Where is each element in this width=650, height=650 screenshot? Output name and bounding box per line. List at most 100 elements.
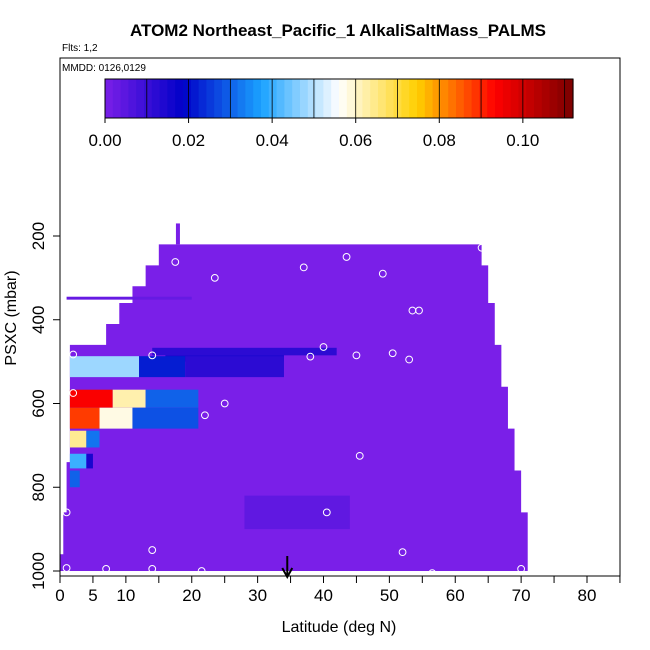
- colorbar-swatch: [549, 79, 558, 118]
- heatmap-cell: [69, 470, 80, 488]
- x-tick-label: 0: [55, 586, 64, 605]
- sample-point: [378, 269, 387, 278]
- colorbar-swatch: [253, 79, 262, 118]
- chart-title: ATOM2 Northeast_Pacific_1 AlkaliSaltMass…: [130, 21, 546, 40]
- sample-point: [210, 273, 219, 282]
- heatmap-cell: [112, 389, 146, 408]
- colorbar: 0.00 0.02 0.04 0.06 0.08 0.10: [88, 78, 574, 150]
- colorbar-swatch: [183, 79, 192, 118]
- colorbar-swatch: [284, 79, 293, 118]
- y-tick-label: 200: [29, 222, 48, 250]
- x-tick-label: 40: [314, 586, 333, 605]
- sample-point: [148, 565, 157, 573]
- y-axis: 200 400 600 800 1000: [29, 222, 60, 590]
- colorbar-swatch: [565, 79, 574, 118]
- heatmap-cell: [69, 356, 140, 378]
- x-tick-label: 50: [380, 586, 399, 605]
- colorbar-swatch: [354, 79, 363, 118]
- sample-point: [201, 411, 209, 420]
- colorbar-swatch: [526, 79, 535, 118]
- colorbar-tick-label: 0.10: [506, 131, 539, 150]
- sample-point: [342, 253, 351, 261]
- colorbar-swatch: [362, 79, 371, 118]
- colorbar-swatch: [214, 79, 223, 118]
- x-tick-label: 20: [182, 586, 201, 605]
- sample-points: [62, 243, 526, 580]
- heatmap-cell: [66, 296, 192, 300]
- colorbar-swatch: [339, 79, 348, 118]
- heatmap-cell: [69, 453, 87, 469]
- colorbar-swatch: [471, 79, 480, 118]
- sample-point: [359, 571, 367, 580]
- sample-point: [319, 343, 328, 351]
- colorbar-swatch: [541, 79, 551, 118]
- colorbar-tick-label: 0.04: [256, 131, 289, 150]
- colorbar-swatch: [315, 79, 324, 118]
- colorbar-swatch: [346, 79, 356, 118]
- colorbar-swatch: [323, 79, 332, 118]
- sample-point: [148, 546, 157, 554]
- arrow-head: [281, 567, 294, 580]
- colorbar-swatch: [424, 79, 434, 118]
- sample-point: [102, 565, 111, 573]
- colorbar-swatch: [245, 79, 254, 118]
- sample-point: [355, 451, 364, 460]
- latitude-arrow: [281, 556, 294, 580]
- colorbar-swatch: [456, 79, 465, 118]
- colorbar-swatch: [229, 79, 239, 118]
- colorbar-swatch: [307, 79, 317, 118]
- colorbar-swatch: [276, 79, 285, 118]
- sample-point: [352, 351, 361, 360]
- colorbar-swatch: [557, 79, 566, 118]
- colorbar-swatch: [534, 79, 543, 118]
- colorbar-tick-label: 0.08: [423, 131, 456, 150]
- colorbar-swatch: [190, 79, 200, 118]
- x-axis-label: Latitude (deg N): [282, 619, 397, 636]
- heatmap-cell: [185, 356, 284, 378]
- colorbar-swatch: [120, 79, 129, 118]
- heatmap-cell: [86, 453, 93, 469]
- heatmap-curtain: [60, 223, 528, 571]
- colorbar-swatch: [222, 79, 231, 118]
- heatmap-cell: [99, 407, 133, 429]
- sample-point: [62, 564, 71, 572]
- colorbar-swatch: [432, 79, 441, 118]
- x-axis: 0 5 10 20 30 40 50 60 70 80: [55, 576, 621, 605]
- y-axis-label: PSXC (mbar): [3, 270, 20, 365]
- heatmap-cell: [86, 430, 100, 448]
- colorbar-swatch: [331, 79, 340, 118]
- sample-point: [306, 352, 315, 361]
- curtain-background: [60, 244, 528, 571]
- colorbar-swatch: [378, 79, 387, 118]
- colorbar-swatch: [463, 79, 473, 118]
- colorbar-swatch: [167, 79, 176, 118]
- heatmap-cell: [132, 407, 199, 429]
- colorbar-swatch: [151, 79, 161, 118]
- colorbar-swatch: [175, 79, 184, 118]
- colorbar-swatch: [487, 79, 496, 118]
- colorbar-swatch: [448, 79, 457, 118]
- colorbar-swatch: [417, 79, 426, 118]
- colorbar-tick-label: 0.02: [172, 131, 205, 150]
- sample-point: [405, 355, 414, 364]
- sample-point: [477, 243, 486, 252]
- x-tick-label: 70: [512, 586, 531, 605]
- colorbar-tick-label: 0.00: [88, 131, 121, 150]
- y-tick-label: 800: [29, 473, 48, 501]
- sample-point: [62, 508, 71, 517]
- sample-point: [398, 571, 407, 580]
- y-tick-label: 400: [29, 306, 48, 334]
- colorbar-swatch: [268, 79, 278, 118]
- colorbar-swatch: [510, 79, 519, 118]
- sample-point: [148, 351, 157, 360]
- colorbar-swatch: [206, 79, 215, 118]
- heatmap-cell: [244, 495, 350, 530]
- x-tick-label: 80: [578, 586, 597, 605]
- colorbar-swatch: [502, 79, 512, 118]
- heatmap-cell: [145, 389, 199, 408]
- heatmap-cell: [152, 347, 337, 356]
- x-tick-label: 10: [116, 586, 135, 605]
- sample-point: [299, 263, 308, 272]
- colorbar-swatch: [292, 79, 301, 118]
